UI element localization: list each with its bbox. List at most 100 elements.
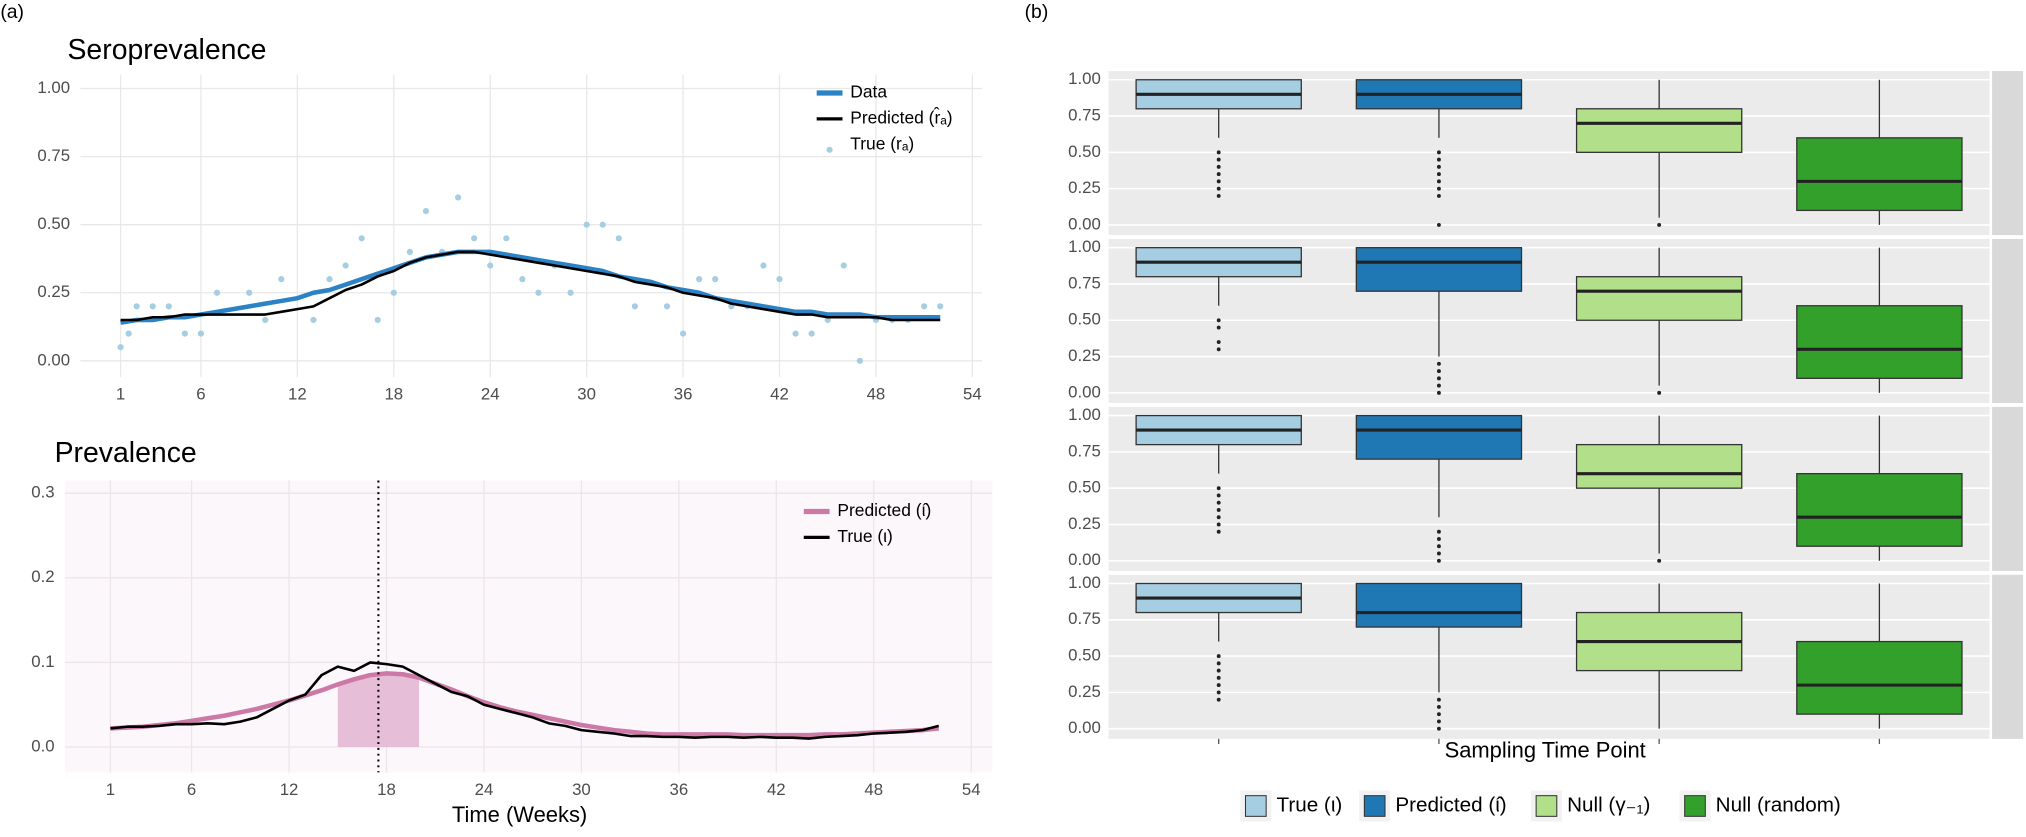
y-tick-label: 0.3: [31, 483, 54, 502]
x-tick-label: 48: [867, 385, 886, 404]
outlier: [1436, 726, 1441, 731]
facet-strip: [1992, 574, 2024, 739]
outlier: [1216, 172, 1221, 177]
y-tick-label: 1.00: [1068, 573, 1101, 592]
y-tick-label: 0.75: [1068, 105, 1101, 124]
x-tick-label: 1: [116, 385, 125, 404]
legend-swatch: [1363, 795, 1386, 817]
chart-title: Prevalence: [55, 437, 197, 469]
outlier: [1436, 719, 1441, 724]
y-tick-label: 0.50: [1068, 646, 1101, 665]
outlier: [1436, 383, 1441, 388]
scatter-point: [278, 276, 285, 283]
scatter-point: [454, 194, 462, 201]
x-tick-label: 6: [196, 385, 205, 404]
scatter-point: [615, 235, 622, 242]
facet-strip: [1992, 406, 2024, 571]
scatter-point: [856, 357, 863, 364]
line: [110, 671, 939, 738]
facet-strip: [1992, 238, 2024, 403]
x-tick-label: 24: [475, 780, 494, 799]
outlier: [1436, 529, 1441, 534]
y-tick-label: 1.00: [1068, 237, 1101, 256]
chart-title: Seroprevalence: [68, 34, 267, 66]
x-tick-label: 54: [962, 780, 981, 799]
x-tick-label: 30: [577, 385, 596, 404]
outlier: [1216, 522, 1221, 527]
box: [1796, 137, 1963, 212]
x-tick-label: 36: [670, 780, 689, 799]
scatter-point: [519, 276, 526, 283]
scatter-point: [358, 235, 365, 242]
x-tick-label: 42: [770, 385, 789, 404]
scatter-point: [921, 303, 928, 310]
box: [1355, 582, 1523, 628]
y-tick-label: 0.25: [37, 282, 70, 301]
y-tick-label: 0.2: [31, 567, 54, 586]
scatter-point: [696, 276, 703, 283]
outlier: [1216, 508, 1221, 512]
scatter-point: [262, 316, 269, 324]
outlier: [1216, 654, 1221, 659]
outlier: [1216, 164, 1221, 169]
y-tick-label: 0.00: [1068, 718, 1101, 737]
outlier: [1216, 493, 1221, 498]
scatter-point: [213, 289, 221, 296]
x-tick-label: 18: [377, 780, 396, 799]
scatter-point: [567, 289, 574, 296]
legend-label: Predicted (ι̂): [837, 500, 931, 520]
y-tick-label: 0.00: [1068, 214, 1101, 233]
x-tick-label: 12: [280, 780, 299, 799]
y-tick-label: 0.1: [31, 652, 54, 671]
scatter-point: [165, 303, 172, 310]
legend-label: Null (γ₋₁): [1567, 793, 1650, 816]
scatter-point: [310, 316, 317, 324]
box: [1355, 247, 1523, 292]
scatter-point: [342, 262, 349, 269]
y-tick-label: 0.50: [1068, 142, 1101, 161]
outlier: [1436, 193, 1441, 198]
outlier: [1657, 390, 1662, 395]
x-tick-label: 18: [384, 385, 403, 404]
line: [120, 250, 941, 322]
scatter-point: [760, 262, 767, 269]
legend-label: Null (random): [1716, 793, 1841, 816]
scatter-point: [133, 303, 140, 310]
legend-swatch: [826, 146, 833, 153]
outlier: [1216, 661, 1221, 666]
outlier: [1436, 537, 1441, 541]
line: [110, 661, 940, 740]
line: [120, 249, 941, 325]
outlier: [1436, 150, 1441, 155]
outlier: [1216, 179, 1221, 184]
scatter-point: [663, 303, 671, 310]
y-tick-label: 1.00: [1068, 405, 1101, 424]
y-tick-label: 1.00: [37, 78, 70, 97]
scatter-point: [583, 221, 590, 228]
outlier: [1436, 179, 1441, 184]
legend-label: True (rₐ): [850, 133, 914, 153]
scatter-point: [937, 303, 944, 310]
outlier: [1216, 486, 1221, 491]
scatter-point: [599, 221, 606, 228]
outlier: [1436, 704, 1441, 709]
legend-swatch: [1684, 795, 1706, 817]
box: [1575, 443, 1743, 489]
y-tick-label: 0.0: [31, 736, 54, 755]
y-tick-label: 0.25: [1068, 178, 1101, 197]
y-tick-label: 0.25: [1068, 346, 1101, 365]
legend-label: Data: [850, 82, 887, 102]
x-tick-label: 36: [674, 385, 693, 404]
scatter-point: [422, 207, 430, 215]
outlier: [1216, 529, 1221, 534]
y-tick-label: 0.00: [1068, 382, 1101, 401]
outlier: [1216, 318, 1221, 323]
legend-label: True (ι): [837, 526, 892, 546]
y-tick-label: 0.75: [1068, 609, 1101, 628]
y-tick-label: 0.75: [37, 146, 70, 165]
panel-label: (b): [1025, 1, 1049, 23]
scatter-point: [246, 289, 253, 296]
outlier: [1436, 712, 1441, 717]
x-tick-label: 30: [572, 780, 591, 799]
